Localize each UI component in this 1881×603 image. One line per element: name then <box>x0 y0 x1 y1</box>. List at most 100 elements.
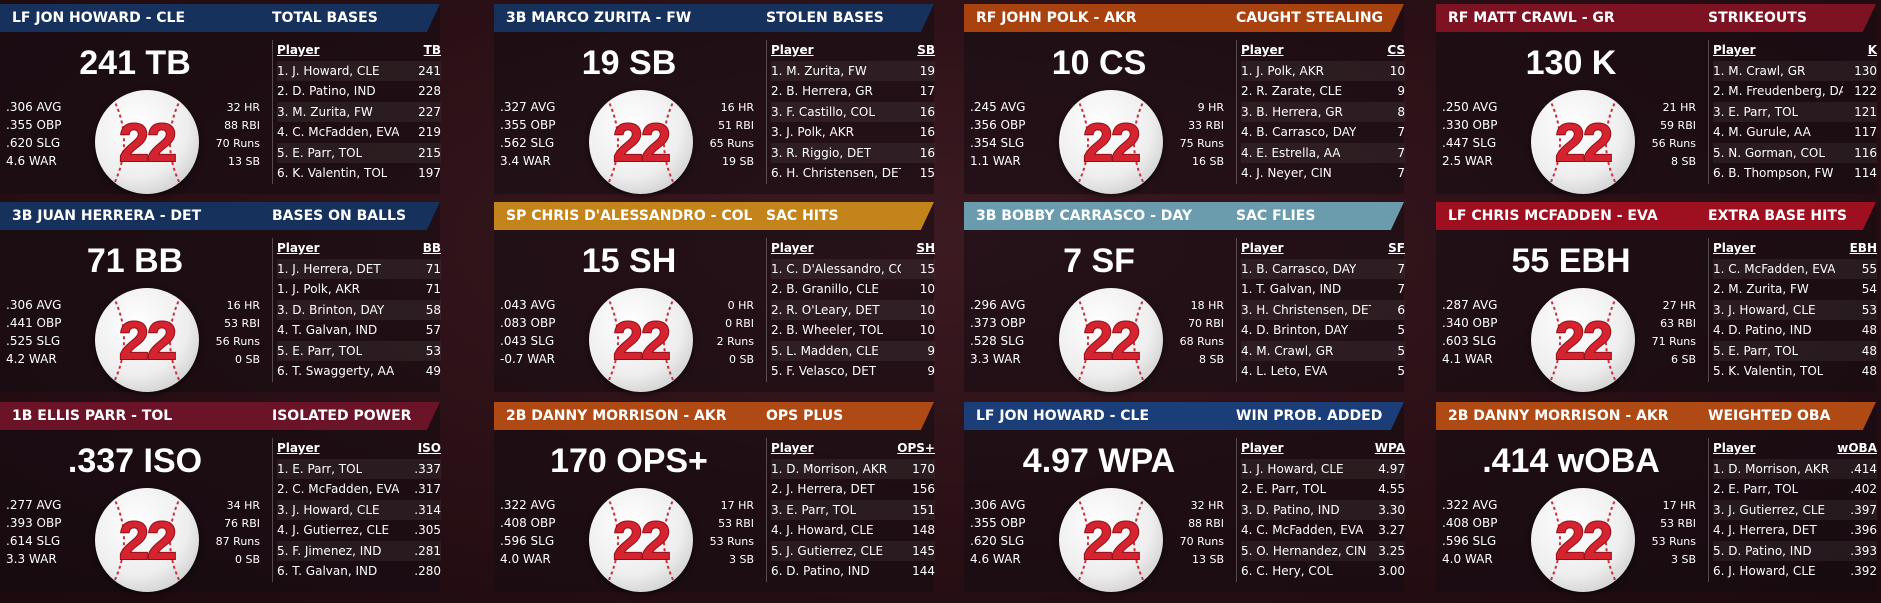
table-row: 4. C. McFadden, EVA 219 <box>277 122 441 143</box>
season-stat: 0 SB <box>234 353 260 366</box>
player-cell: 3. J. Gutierrez, CLE <box>1713 502 1826 517</box>
season-stat: 70 Runs <box>215 137 260 150</box>
season-stat: .277 AVG <box>6 498 62 512</box>
table-row: 1. J. Howard, CLE 4.97 <box>1241 458 1405 479</box>
player-cell: 4. D. Patino, IND <box>1713 323 1812 337</box>
headline-stat: 15 SH <box>581 242 677 280</box>
stat-value: .280 <box>414 564 441 578</box>
card-header: LF JON HOWARD - CLE WIN PROB. ADDED <box>964 402 1404 430</box>
table-header: Player BB <box>277 238 441 259</box>
table-row: 1. C. D'Alessandro, CO 15 <box>771 258 935 279</box>
player-cell: 6. J. Howard, CLE <box>1713 564 1816 578</box>
baseball: 22 <box>95 288 199 392</box>
table-row: 4. D. Patino, IND 48 <box>1713 320 1877 341</box>
stat-value: 15 <box>919 166 935 180</box>
season-stat: 0 SB <box>728 353 754 366</box>
player-cell: 6. D. Patino, IND <box>771 564 870 578</box>
player-cell: 4. C. McFadden, EVA <box>1241 523 1364 537</box>
stat-value: 17 <box>919 84 935 98</box>
column-header: Player <box>1713 241 1756 255</box>
stat-value: 48 <box>1861 364 1877 378</box>
ball-number: 22 <box>612 310 672 372</box>
stat-value: .396 <box>1850 523 1877 537</box>
season-stat: .306 AVG <box>6 100 62 114</box>
stat-value: 3.25 <box>1378 543 1405 558</box>
table-row: 1. D. Morrison, AKR 170 <box>771 458 935 479</box>
stat-value: 148 <box>912 523 935 537</box>
table-header: Player OPS+ <box>771 438 935 459</box>
season-stat: 0 SB <box>234 553 260 566</box>
baseball: 22 <box>1059 90 1163 194</box>
player-cell: 5. K. Valentin, TOL <box>1713 364 1824 378</box>
leader-table: Player SH 1. C. D'Alessandro, CO 15 2. B. Gr… <box>766 238 935 382</box>
season-stat: .614 SLG <box>6 534 61 548</box>
column-header: Player <box>1713 43 1756 57</box>
ball-number: 22 <box>118 310 178 372</box>
leader-table: Player SB 1. M. Zurita, FW 19 2. B. Herrera,… <box>766 40 935 184</box>
card-header: 3B JUAN HERRERA - DET BASES ON BALLS <box>0 202 440 230</box>
headline-stat: .337 ISO <box>67 442 203 480</box>
table-row: 3. B. Herrera, GR 8 <box>1241 101 1405 122</box>
season-stat: 56 Runs <box>215 335 260 348</box>
table-row: 4. B. Carrasco, DAY 7 <box>1241 122 1405 143</box>
column-header: WPA <box>1374 441 1405 455</box>
player-cell: 3. H. Christensen, DET <box>1241 302 1371 317</box>
stat-value: 10 <box>919 302 935 317</box>
player-name: SP CHRIS D'ALESSANDRO - COL <box>506 208 753 224</box>
season-stat: .083 OBP <box>500 316 556 330</box>
player-cell: 4. C. McFadden, EVA <box>277 125 400 139</box>
table-header: Player SH <box>771 238 935 259</box>
table-row: 2. E. Parr, TOL 4.55 <box>1241 479 1405 500</box>
player-cell: 5. L. Madden, CLE <box>771 343 879 358</box>
player-cell: 2. R. O'Leary, DET <box>771 302 880 317</box>
player-cell: 5. E. Parr, TOL <box>1713 343 1799 358</box>
table-row: 1. J. Polk, AKR 71 <box>277 279 441 300</box>
season-stat: 4.0 WAR <box>500 552 551 566</box>
player-cell: 6. B. Thompson, FW <box>1713 166 1834 180</box>
season-stat: .245 AVG <box>970 100 1026 114</box>
season-stat: 53 RBI <box>1660 517 1696 530</box>
table-row: 2. R. O'Leary, DET 10 <box>771 299 935 320</box>
season-stat: 1.1 WAR <box>970 154 1021 168</box>
column-header: Player <box>1241 43 1284 57</box>
player-cell: 6. C. Hery, COL <box>1241 564 1333 578</box>
column-header: wOBA <box>1837 441 1877 455</box>
player-cell: 3. J. Polk, AKR <box>771 125 854 139</box>
baseball: 22 <box>589 488 693 592</box>
season-stat: 32 HR <box>1190 499 1224 512</box>
table-row: 4. L. Leto, EVA 5 <box>1241 361 1405 382</box>
stat-value: 5 <box>1397 343 1405 358</box>
table-row: 3. H. Christensen, DET 6 <box>1241 299 1405 320</box>
season-stat: 17 HR <box>720 499 754 512</box>
player-cell: 1. M. Crawl, GR <box>1713 63 1806 78</box>
table-row: 4. J. Howard, CLE 148 <box>771 520 935 541</box>
season-stat: 65 Runs <box>709 137 754 150</box>
stat-value: 48 <box>1861 323 1877 337</box>
stat-category: SAC FLIES <box>1236 208 1316 224</box>
player-name: 1B ELLIS PARR - TOL <box>12 408 173 424</box>
card-header: SP CHRIS D'ALESSANDRO - COL SAC HITS <box>494 202 934 230</box>
table-row: 4. D. Brinton, DAY 5 <box>1241 320 1405 341</box>
player-name: LF JON HOWARD - CLE <box>12 10 186 26</box>
stat-value: 71 <box>425 282 441 296</box>
player-name: 3B JUAN HERRERA - DET <box>12 208 202 224</box>
stat-value: .314 <box>414 502 441 517</box>
stat-value: 122 <box>1854 84 1877 98</box>
season-stat: .356 OBP <box>970 118 1026 132</box>
table-row: 6. D. Patino, IND 144 <box>771 561 935 582</box>
player-cell: 2. M. Zurita, FW <box>1713 282 1809 296</box>
stat-category: STRIKEOUTS <box>1708 10 1807 26</box>
leader-card: 2B DANNY MORRISON - AKR WEIGHTED OBA .414 … <box>1436 402 1877 592</box>
ball-number: 22 <box>1554 510 1614 572</box>
table-row: 3. D. Brinton, DAY 58 <box>277 299 441 320</box>
player-cell: 4. J. Gutierrez, CLE <box>277 523 390 537</box>
ball-number: 22 <box>612 112 672 174</box>
table-row: 6. B. Thompson, FW 114 <box>1713 163 1877 184</box>
table-row: 5. J. Gutierrez, CLE 145 <box>771 540 935 561</box>
column-header: SF <box>1388 241 1405 255</box>
stat-value: .392 <box>1850 564 1877 578</box>
player-cell: 3. M. Zurita, FW <box>277 104 373 119</box>
season-stat: .596 SLG <box>1442 534 1497 548</box>
table-row: 2. J. Herrera, DET 156 <box>771 479 935 500</box>
card-header: 3B MARCO ZURITA - FW STOLEN BASES <box>494 4 934 32</box>
